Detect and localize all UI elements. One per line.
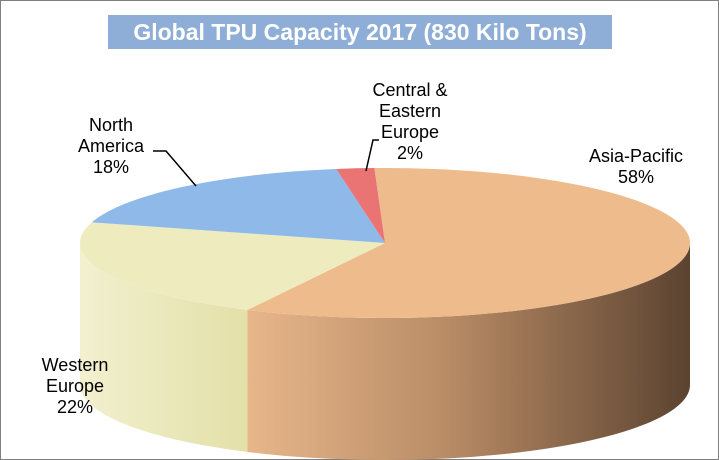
pie-slice-western-europe [79,222,385,310]
pie-side-asia-pacific [247,243,690,460]
leader-lines [153,139,379,187]
pie-slice-asia-pacific [247,168,690,318]
pie-side-western-europe [80,243,248,452]
slice-label-asia-pacific: Asia-Pacific 58% [589,146,683,187]
chart-title: Global TPU Capacity 2017 (830 Kilo Tons) [108,15,612,49]
slice-label-western-europe: Western Europe 22% [42,355,109,417]
pie-slice-north-america [91,168,385,243]
leader-line-north-america [153,150,197,187]
slice-label-north-america: North America 18% [78,115,145,177]
leader-line-central-eastern-europe [365,139,379,172]
slice-label-central-eastern-europe: Central & Eastern Europe 2% [372,80,447,163]
pie-slice-central-eastern-europe [336,168,385,243]
slice-labels: Asia-Pacific 58% Western Europe 22% North Amer… [42,80,683,417]
pie-sides [80,243,690,460]
pie-tops [79,168,690,318]
